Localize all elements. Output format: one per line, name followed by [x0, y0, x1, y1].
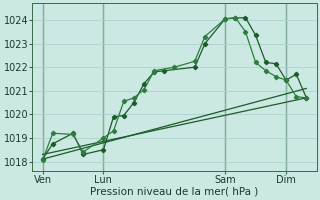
X-axis label: Pression niveau de la mer( hPa ): Pression niveau de la mer( hPa ): [90, 187, 259, 197]
